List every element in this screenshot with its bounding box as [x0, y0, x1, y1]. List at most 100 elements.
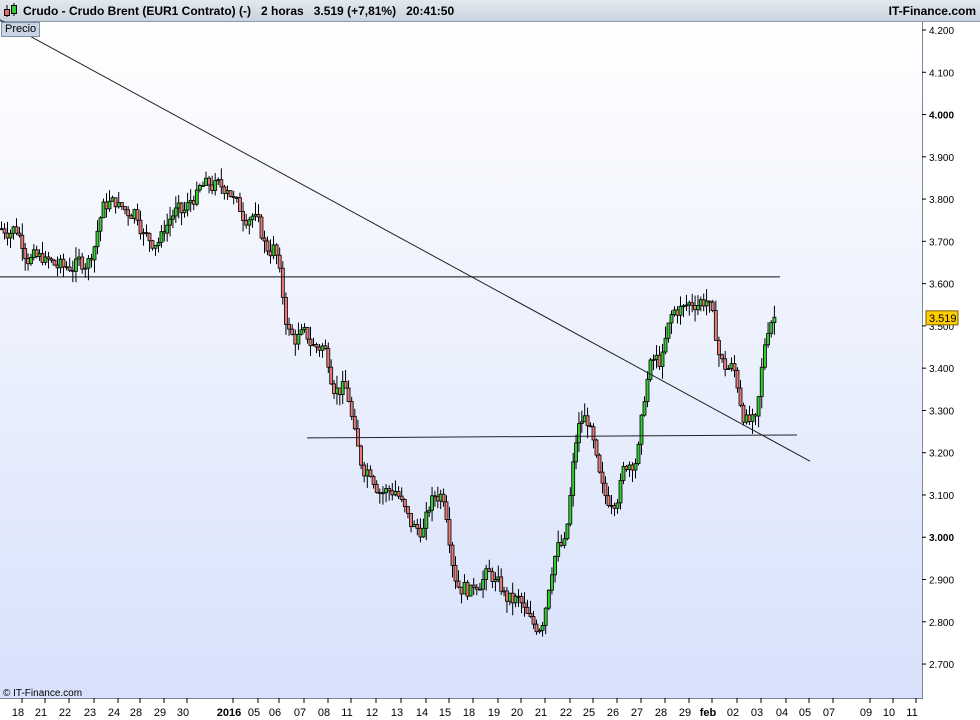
x-tick-label: 05	[248, 707, 260, 719]
candle-body	[430, 495, 434, 511]
candle-body	[525, 606, 530, 614]
candle-body	[556, 542, 561, 557]
candle-body	[253, 213, 258, 217]
candle-body	[645, 378, 650, 403]
candle-body	[234, 197, 239, 199]
candle-body	[735, 369, 740, 389]
candle-body	[185, 202, 190, 211]
candle-body	[750, 414, 755, 422]
y-tick-label: 3.600	[929, 280, 954, 291]
candle-body	[247, 219, 252, 226]
brand-label: IT-Finance.com	[888, 4, 976, 18]
last-price-label: 3.519	[929, 313, 957, 325]
candle-body	[329, 366, 334, 385]
x-tick-label: 29	[154, 707, 166, 719]
candle-body	[577, 423, 581, 444]
candle-body	[588, 425, 593, 428]
y-tick-label: 3.500	[929, 322, 954, 333]
x-tick-label: 24	[108, 707, 120, 719]
candle-body	[630, 464, 635, 471]
candle-body	[642, 401, 647, 416]
candle-body	[34, 249, 39, 257]
candle-body	[639, 414, 644, 445]
candle-body	[14, 226, 19, 234]
candle-body	[52, 259, 57, 266]
candle-body	[92, 246, 97, 261]
candle-body	[171, 215, 175, 220]
y-tick-label: 3.400	[929, 364, 954, 375]
chart-title: Crudo - Crudo Brent (EUR1 Contrato) (-) …	[23, 4, 455, 18]
candle-body	[540, 625, 545, 631]
candle-body	[594, 439, 599, 456]
candle-body	[474, 586, 479, 590]
candle-body	[77, 256, 81, 260]
candle-body	[262, 237, 267, 242]
candle-body	[387, 488, 392, 492]
x-tick-label: 05	[799, 707, 811, 719]
candle-body	[61, 258, 66, 268]
candle-body	[465, 582, 470, 597]
x-tick-label: 03	[751, 707, 763, 719]
candle-body	[769, 322, 774, 334]
candle-body	[450, 544, 455, 566]
candle-body	[468, 584, 473, 597]
candle-body	[74, 258, 78, 272]
trendline	[0, 19, 811, 462]
candle-body	[441, 493, 446, 503]
x-tick-label: 21	[35, 707, 47, 719]
candle-body	[311, 344, 316, 347]
candle-body	[302, 327, 307, 331]
candle-body	[274, 244, 279, 256]
candle-body	[571, 461, 576, 496]
candle-body	[110, 197, 115, 202]
candle-body	[323, 345, 328, 349]
candlestick-logo-icon	[4, 3, 17, 17]
candle-body	[182, 209, 187, 214]
y-tick-label: 2.800	[929, 618, 954, 629]
candle-body	[194, 189, 199, 205]
candle-body	[499, 576, 504, 592]
candle-body	[213, 180, 218, 191]
candle-body	[546, 589, 551, 609]
candle-body	[766, 332, 770, 346]
candle-body	[600, 471, 605, 484]
candle-body	[256, 213, 261, 218]
y-tick-label: 3.900	[929, 153, 954, 164]
candle-body	[126, 209, 131, 217]
candle-body	[574, 442, 578, 463]
x-tick-label: 20	[511, 707, 523, 719]
x-tick-label: 15	[439, 707, 451, 719]
candle-body	[40, 253, 45, 263]
candle-body	[732, 363, 737, 371]
candle-body	[738, 387, 743, 406]
candle-body	[147, 232, 152, 242]
y-tick-label: 4.000	[929, 111, 954, 122]
x-tick-label: 28	[655, 707, 667, 719]
candle-body	[352, 415, 357, 430]
candle-body	[481, 578, 485, 590]
candle-body	[615, 502, 620, 509]
candle-body	[453, 565, 458, 582]
candle-body	[390, 490, 395, 496]
candle-body	[684, 304, 689, 307]
candle-body	[144, 232, 149, 235]
candle-body	[487, 568, 492, 573]
candle-body	[70, 269, 75, 272]
candle-body	[657, 354, 662, 367]
plot-area[interactable]	[0, 22, 923, 699]
candle-body	[290, 328, 295, 335]
candle-body	[156, 241, 161, 246]
candle-body	[568, 495, 573, 525]
panel-label: Precio	[1, 22, 41, 37]
x-tick-label: 12	[366, 707, 378, 719]
candle-body	[241, 211, 245, 221]
x-tick-label: 07	[823, 707, 835, 719]
candle-body	[553, 556, 557, 576]
candle-body	[17, 232, 22, 236]
candle-body	[349, 401, 354, 417]
candle-body	[406, 506, 410, 514]
candle-body	[412, 524, 417, 528]
candle-body	[67, 266, 72, 271]
candle-body	[493, 579, 498, 582]
